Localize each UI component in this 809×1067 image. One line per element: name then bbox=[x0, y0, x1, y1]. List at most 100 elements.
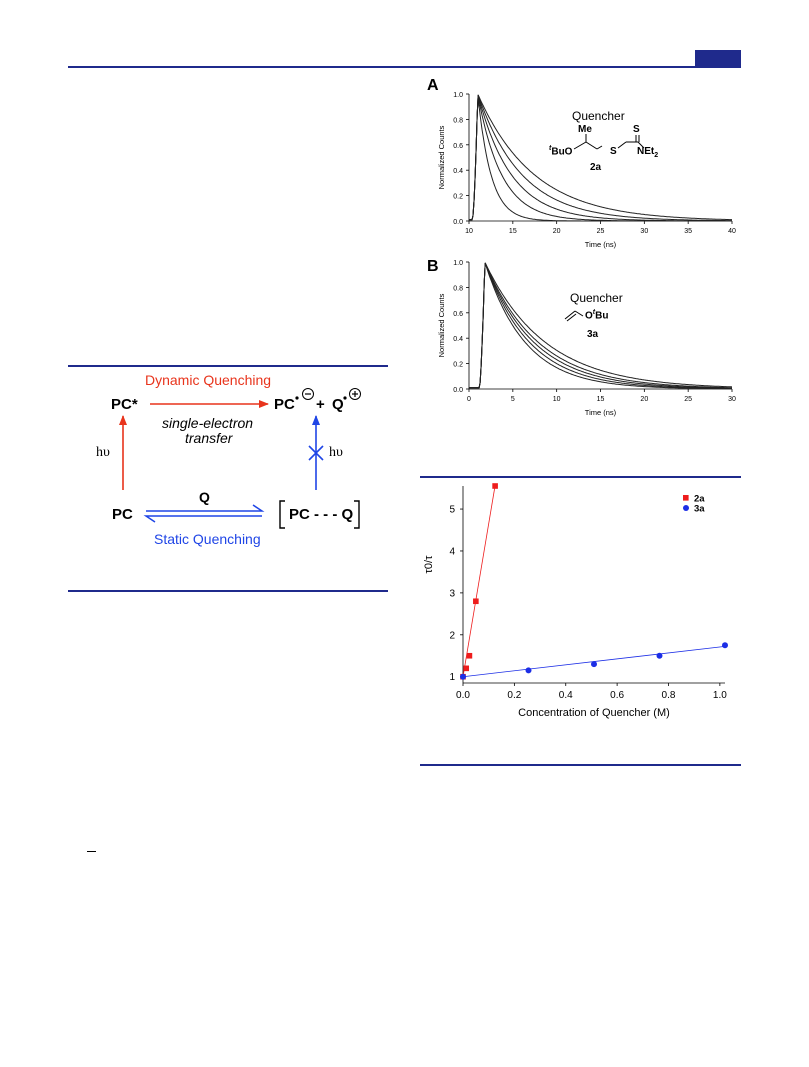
sv-x-label: Concentration of Quencher (M) bbox=[518, 707, 670, 719]
panel-b-y-tick-label: 1.0 bbox=[453, 260, 463, 267]
obu-t: t bbox=[592, 309, 596, 316]
panel-b-decay-trace-1 bbox=[469, 263, 732, 390]
panel-a-x-tick-label: 40 bbox=[728, 228, 736, 235]
sv-y-tick-label: 4 bbox=[449, 546, 455, 557]
panel-a-y-tick-label: 0.0 bbox=[453, 219, 463, 226]
panel-b-x-tick-label: 30 bbox=[728, 396, 736, 403]
panel-a-chart: 0.0 0.2 0.4 0.6 0.8 1.0 10 15 20 25 30 35 40 Time (ns… bbox=[437, 92, 736, 249]
tbuo-t: t bbox=[549, 145, 552, 152]
sv-legend-label-3a: 3a bbox=[694, 504, 705, 515]
sv-y-tick-label: 5 bbox=[449, 505, 455, 516]
panel-a-letter: A bbox=[427, 77, 439, 94]
equilibrium-back bbox=[143, 515, 262, 523]
panel-b-x-tick-label: 25 bbox=[684, 396, 692, 403]
sv-bottom-rule bbox=[420, 764, 741, 766]
panel-a-x-tick-label: 20 bbox=[553, 228, 561, 235]
sv-y-label: τ0/τ bbox=[423, 555, 435, 574]
panel-b-y-tick-label: 0.6 bbox=[453, 311, 463, 318]
panel-b-x-tick-label: 20 bbox=[640, 396, 648, 403]
q-radical-label: Q bbox=[332, 396, 344, 413]
stern-volmer-chart: 1 2 3 4 5 0.0 0.2 0.4 0.6 0.8 1.0 Concentration of … bbox=[423, 483, 728, 719]
blocked-cross-b bbox=[308, 445, 324, 461]
thione-s-label: S bbox=[633, 124, 640, 135]
pc-radical-label: PC bbox=[274, 396, 295, 413]
panel-a-y-label: Normalized Counts bbox=[437, 125, 446, 189]
me-label: Me bbox=[578, 124, 592, 135]
panel-a-y-tick-label: 0.6 bbox=[453, 143, 463, 150]
net-text: NEt bbox=[637, 146, 655, 157]
panel-a-x-tick-label: 35 bbox=[684, 228, 692, 235]
sv-x-tick-label: 0.8 bbox=[662, 690, 676, 701]
panel-b-decay-trace-2 bbox=[469, 262, 732, 389]
equilibrium-forward bbox=[146, 504, 265, 512]
q-plus-circle bbox=[349, 388, 361, 400]
sv-x-tick-label: 1.0 bbox=[713, 690, 727, 701]
sv-x-tick-label: 0.0 bbox=[456, 690, 470, 701]
plus-label: + bbox=[316, 396, 325, 413]
pc-radical-dot bbox=[295, 396, 299, 400]
obu-label: OtBu bbox=[585, 309, 608, 321]
pc-star-label: PC* bbox=[111, 396, 138, 413]
complex-bracket-left bbox=[279, 500, 285, 529]
compound-2a-label: 2a bbox=[590, 162, 602, 173]
sv-y-tick-label: 2 bbox=[449, 630, 455, 641]
sv-top-rule bbox=[420, 476, 741, 478]
panel-a-decay-trace-4 bbox=[469, 94, 732, 222]
structure-2a-bonds bbox=[573, 134, 645, 150]
static-quenching-label: Static Quenching bbox=[154, 531, 261, 547]
net-sub: 2 bbox=[654, 152, 659, 159]
hv-right-label: hυ bbox=[329, 445, 343, 460]
sv-point-3a bbox=[525, 667, 532, 674]
panel-a-x-label: Time (ns) bbox=[585, 240, 617, 249]
pc-label: PC bbox=[112, 506, 133, 523]
q-radical-dot bbox=[343, 396, 347, 400]
complex-bracket-right bbox=[354, 500, 360, 529]
sv-x-tick-label: 0.6 bbox=[610, 690, 624, 701]
sv-point-2a bbox=[492, 483, 498, 489]
set-label-line1: single-electron bbox=[162, 415, 254, 431]
panel-a-y-tick-label: 0.4 bbox=[453, 168, 463, 175]
sv-point-3a bbox=[591, 661, 597, 668]
panel-b-x-tick-label: 0 bbox=[467, 396, 471, 403]
panel-b-y-tick-label: 0.2 bbox=[453, 362, 463, 369]
pc-minus-circle bbox=[302, 388, 314, 400]
panel-b-y-tick-label: 0.0 bbox=[453, 387, 463, 394]
panel-a-x-tick-label: 15 bbox=[509, 228, 517, 235]
o-text: O bbox=[585, 310, 593, 322]
panel-b-x-tick-label: 10 bbox=[553, 396, 561, 403]
panel-a-y-tick-label: 0.2 bbox=[453, 194, 463, 201]
panel-a-x-tick-label: 30 bbox=[640, 228, 648, 235]
panel-b-quencher-label: Quencher bbox=[570, 291, 623, 305]
tbuo-label: tBuO bbox=[549, 145, 572, 157]
panel-a-decay-trace-5 bbox=[469, 94, 732, 221]
scheme-bottom-rule bbox=[68, 590, 388, 592]
panel-a-y-tick-label: 0.8 bbox=[453, 117, 463, 124]
panel-b-y-label: Normalized Counts bbox=[437, 293, 446, 357]
q-arrow-label: Q bbox=[199, 489, 210, 505]
panel-b-decay-trace-4 bbox=[469, 262, 733, 389]
hv-left-label: hυ bbox=[96, 445, 110, 460]
panel-b-x-tick-label: 5 bbox=[511, 396, 515, 403]
panel-b-x-tick-label: 15 bbox=[597, 396, 605, 403]
panel-a-x-tick-label: 10 bbox=[465, 228, 473, 235]
sv-point-2a bbox=[466, 652, 473, 659]
sv-legend-marker-3a bbox=[683, 505, 689, 511]
sv-y-tick-label: 3 bbox=[449, 588, 455, 599]
sv-point-3a bbox=[460, 673, 466, 680]
complex-label: PC - - - Q bbox=[289, 506, 354, 523]
scheme-top-rule bbox=[68, 365, 388, 367]
header-box bbox=[695, 50, 741, 66]
compound-3a-label: 3a bbox=[587, 329, 599, 340]
sulfur-label: S bbox=[610, 146, 617, 157]
bu-text: Bu bbox=[595, 310, 609, 322]
panel-b-chart: 0.0 0.2 0.4 0.6 0.8 1.0 0 5 10 15 20 25 30 Time (ns) N… bbox=[437, 260, 736, 417]
sv-x-tick-label: 0.4 bbox=[559, 690, 573, 701]
panel-a-quencher-label: Quencher bbox=[572, 109, 625, 123]
panel-b-x-label: Time (ns) bbox=[585, 408, 617, 417]
sv-point-3a bbox=[656, 652, 663, 659]
set-label-line2: transfer bbox=[185, 430, 233, 446]
panel-b-decay-trace-5 bbox=[469, 262, 733, 389]
sv-x-tick-label: 0.2 bbox=[507, 690, 521, 701]
panel-b-y-tick-label: 0.8 bbox=[453, 285, 463, 292]
